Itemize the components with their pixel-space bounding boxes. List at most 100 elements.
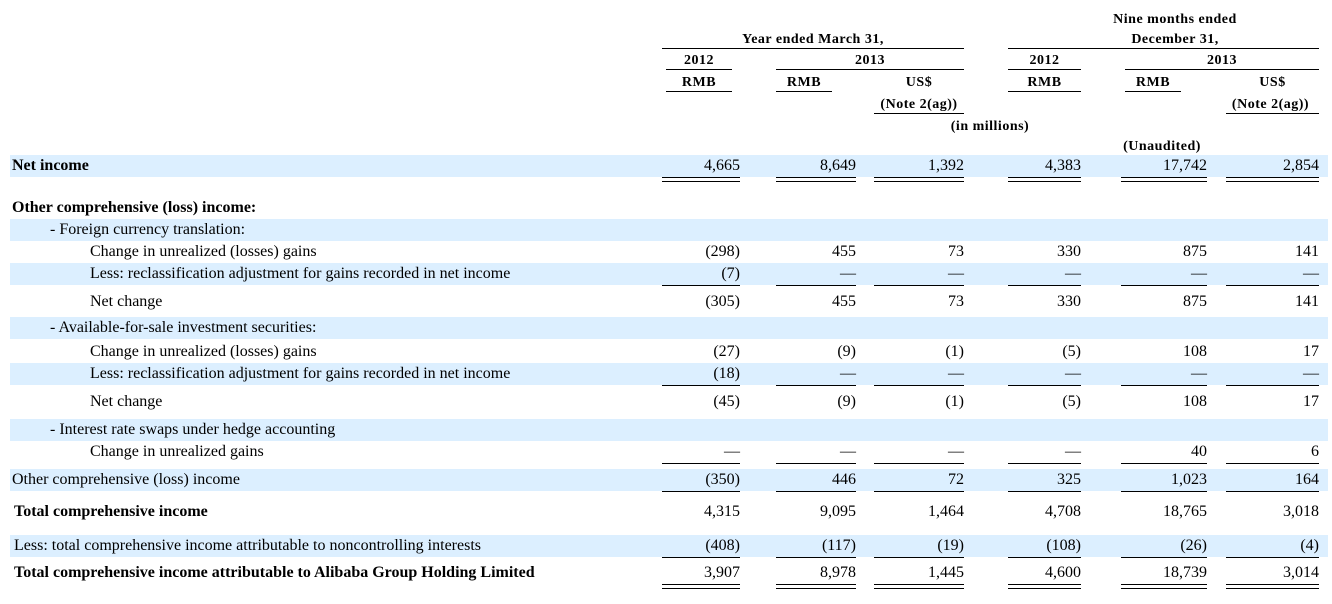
row-value: — [840,265,856,282]
row-value: 3,018 [1283,503,1319,520]
row-value: 17 [1303,393,1319,410]
row-label: Total comprehensive income [14,503,208,520]
row-value: 108 [1183,343,1207,360]
double-underline [1121,177,1207,182]
underline-usd1 [874,113,964,114]
table-row: Total comprehensive income attributable … [10,562,1328,584]
row-value: — [1065,443,1081,460]
header-underline-year [662,48,964,49]
underline [874,463,964,464]
row-value: (9) [837,393,856,410]
row-value: 3,907 [704,564,740,581]
row-label: Net change [90,393,163,410]
row-value: (305) [705,293,740,310]
row-value: (45) [713,393,740,410]
double-underline [662,584,740,589]
row-label: Net income [12,157,89,174]
table-row: Less: reclassification adjustment for ga… [10,263,1328,285]
row-value: 18,739 [1163,564,1207,581]
row-value: (7) [721,265,740,282]
row-label: Other comprehensive (loss) income: [12,199,257,216]
row-value: — [1065,365,1081,382]
underline [1008,385,1081,386]
row-value: 9,095 [820,503,856,520]
row-value: 8,649 [820,157,856,174]
row-label: - Interest rate swaps under hedge accoun… [50,421,336,438]
underline [1121,491,1207,492]
row-value: 4,315 [704,503,740,520]
double-underline [1226,177,1319,182]
underline [662,385,740,386]
row-value: 455 [832,243,856,260]
row-value: 17 [1303,343,1319,360]
underline-2012b [1008,69,1081,70]
row-value: 164 [1295,471,1319,488]
row-value: 73 [948,243,964,260]
row-value: 330 [1057,243,1081,260]
table-row: Other comprehensive (loss) income: [10,197,1328,219]
table-row: Less: total comprehensive income attribu… [10,535,1328,557]
row-value: 2,854 [1283,157,1319,174]
header-year-2012b: 2012 [1029,53,1060,68]
underline [874,385,964,386]
row-value: (108) [1046,537,1081,554]
header-year-2013a: 2013 [855,53,885,68]
row-value: (1) [945,343,964,360]
row-label: Change in unrealized (losses) gains [90,243,317,260]
header-currency-rmb1: RMB [681,75,717,90]
row-label: Less: total comprehensive income attribu… [14,537,481,554]
underline [1121,285,1207,286]
table-row: Net income 4,665 8,649 1,392 4,383 17,742 2,85… [10,155,1328,177]
row-value: (19) [937,537,964,554]
underline [1008,491,1081,492]
row-value: 8,978 [820,564,856,581]
row-value: 1,445 [928,564,964,581]
row-value: — [724,443,740,460]
row-value: (9) [837,343,856,360]
row-value: 875 [1183,243,1207,260]
row-value: (18) [713,365,740,382]
underline [1008,557,1081,558]
table-row: - Foreign currency translation: [10,219,1328,241]
underline-rmb3 [1008,91,1081,92]
row-value: — [1303,365,1319,382]
row-value: (5) [1062,343,1081,360]
row-label: Less: reclassification adjustment for ga… [90,265,511,282]
row-value: (4) [1300,537,1319,554]
row-value: — [840,443,856,460]
underline [874,557,964,558]
double-underline [776,584,856,589]
header-currency-rmb3: RMB [1027,75,1062,90]
table-row: Net change (45) (9) (1) (5) 108 17 [10,391,1328,413]
table-row: Net change (305) 455 73 330 875 141 [10,291,1328,313]
row-value: (1) [945,393,964,410]
underline [1226,285,1319,286]
header-unaudited: (Unaudited) [1123,139,1201,154]
row-value: 141 [1295,293,1319,310]
header-year-2012a: 2012 [684,53,714,68]
row-value: (298) [705,243,740,260]
row-value: 330 [1057,293,1081,310]
row-value: 18,765 [1163,503,1207,520]
underline [1226,385,1319,386]
header-note2: (Note 2(ag)) [1231,97,1310,112]
row-label: Net change [90,293,163,310]
row-label: - Available-for-sale investment securiti… [50,319,317,336]
row-value: 4,665 [704,157,740,174]
underline [1008,463,1081,464]
row-value: 73 [948,293,964,310]
double-underline [874,584,964,589]
header-nine-months-line2: December 31, [1131,32,1219,47]
row-value: — [1191,265,1207,282]
underline [776,557,856,558]
header-currency-usd2: US$ [1259,75,1286,90]
row-label: Less: reclassification adjustment for ga… [90,365,511,382]
underline [1121,463,1207,464]
underline-2013a [776,69,964,70]
table-row: Total comprehensive income 4,315 9,095 1,46… [10,501,1328,523]
underline [1226,557,1319,558]
underline [662,491,740,492]
row-value: 325 [1057,471,1081,488]
row-value: (26) [1180,537,1207,554]
row-value: — [840,365,856,382]
